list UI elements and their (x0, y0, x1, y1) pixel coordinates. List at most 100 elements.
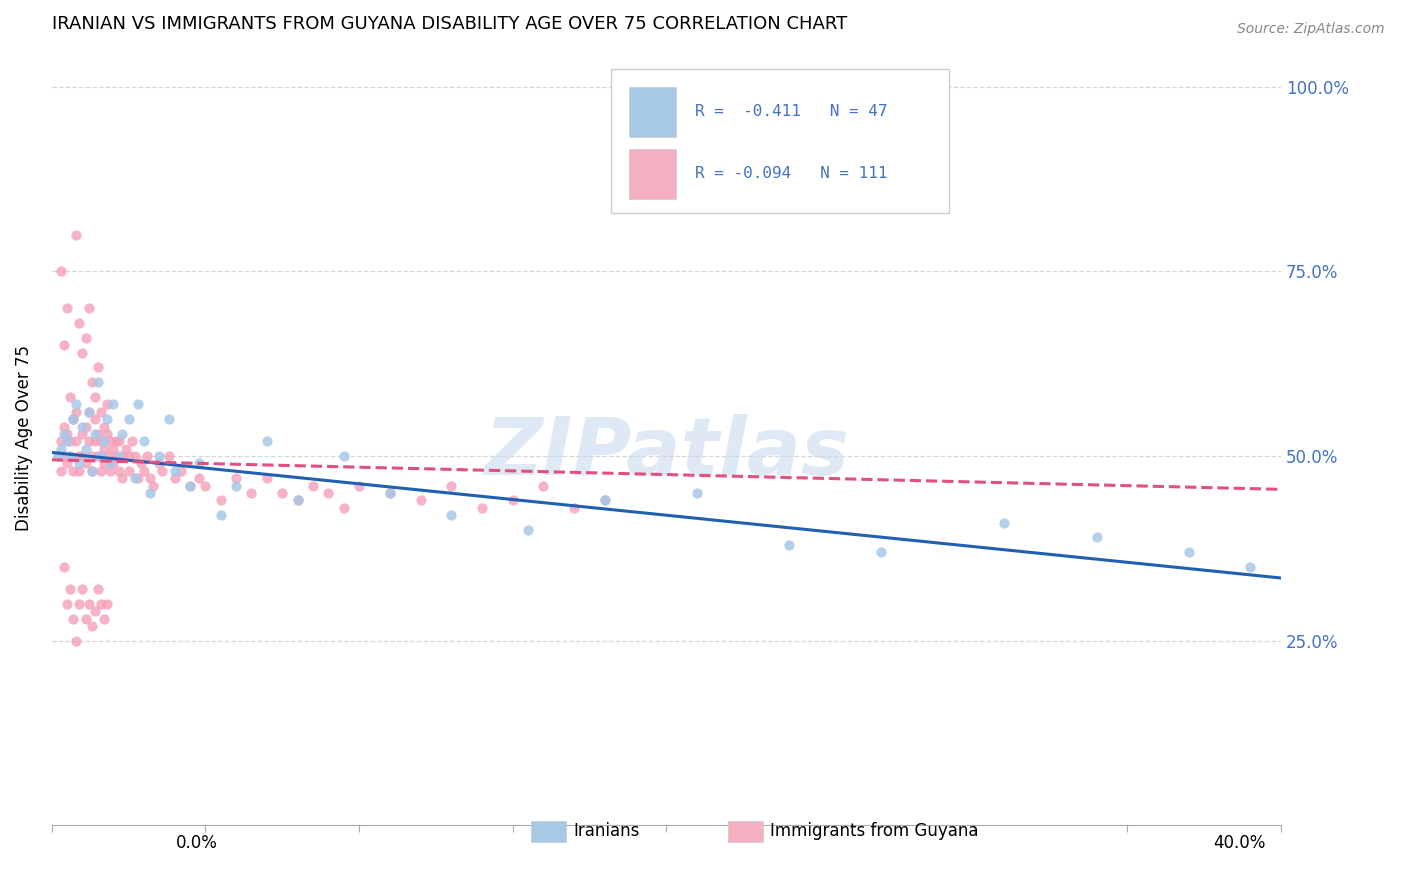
Point (271, 486, 294, 500)
Point (96, 426, 118, 441)
Point (49, 442, 72, 456)
Point (56, 434, 79, 449)
Point (65, 633, 87, 648)
Point (90, 405, 112, 419)
Text: R = -0.094   N = 111: R = -0.094 N = 111 (695, 167, 887, 181)
Point (111, 426, 134, 441)
Point (67, 464, 90, 478)
Point (170, 464, 193, 478)
Point (105, 434, 128, 449)
Point (59, 449, 82, 463)
Point (225, 471, 247, 485)
Point (53, 560, 76, 574)
Point (67, 449, 90, 463)
Point (163, 464, 186, 478)
Point (188, 471, 211, 485)
Point (72, 345, 94, 359)
Point (77, 434, 100, 449)
Point (188, 457, 211, 471)
Point (1085, 530, 1108, 544)
Point (409, 493, 432, 508)
Point (142, 478, 165, 492)
Point (80, 464, 103, 478)
Point (49, 464, 72, 478)
Point (98, 457, 121, 471)
Point (287, 493, 309, 508)
Point (287, 493, 309, 508)
Point (1177, 545, 1199, 559)
Point (80, 376, 103, 390)
Point (96, 449, 118, 463)
Point (87, 376, 110, 390)
Point (80, 464, 103, 478)
Text: 40.0%: 40.0% (1213, 834, 1265, 852)
Point (332, 449, 354, 463)
Point (67, 597, 90, 611)
Point (65, 434, 87, 449)
Point (150, 464, 173, 478)
Point (96, 597, 118, 611)
Text: IRANIAN VS IMMIGRANTS FROM GUYANA DISABILITY AGE OVER 75 CORRELATION CHART: IRANIAN VS IMMIGRANTS FROM GUYANA DISABI… (52, 15, 846, 33)
Point (139, 471, 162, 485)
Point (62, 412, 84, 426)
Text: 0.0%: 0.0% (176, 834, 218, 852)
Point (90, 434, 112, 449)
Point (440, 478, 463, 492)
Point (98, 464, 121, 478)
Point (148, 457, 170, 471)
Point (56, 426, 79, 441)
Point (83, 604, 105, 618)
Point (318, 486, 340, 500)
Point (593, 493, 616, 508)
Point (59, 449, 82, 463)
Point (378, 486, 401, 500)
Point (225, 478, 247, 492)
Point (593, 493, 616, 508)
Point (108, 449, 131, 463)
Point (132, 434, 155, 449)
Point (80, 449, 103, 463)
Point (49, 264, 72, 278)
Point (127, 397, 149, 411)
Point (53, 338, 76, 352)
Point (96, 412, 118, 426)
Point (59, 582, 82, 596)
Point (49, 434, 72, 449)
Point (53, 426, 76, 441)
Point (90, 464, 112, 478)
Point (87, 449, 110, 463)
Point (562, 500, 585, 515)
Point (127, 471, 149, 485)
Point (72, 449, 94, 463)
Point (517, 523, 540, 537)
Point (256, 471, 278, 485)
Point (103, 442, 125, 456)
Point (347, 478, 370, 492)
Point (157, 449, 180, 463)
Point (59, 434, 82, 449)
Y-axis label: Disability Age Over 75: Disability Age Over 75 (15, 344, 32, 531)
Point (83, 426, 105, 441)
Point (121, 434, 143, 449)
Point (124, 471, 146, 485)
Point (65, 405, 87, 419)
Point (80, 619, 103, 633)
Point (157, 412, 180, 426)
Point (378, 486, 401, 500)
Point (163, 471, 186, 485)
Point (108, 434, 131, 449)
Point (75, 442, 97, 456)
Point (56, 597, 79, 611)
Point (77, 405, 100, 419)
Point (96, 397, 118, 411)
Point (83, 390, 105, 404)
Point (83, 434, 105, 449)
Point (72, 419, 94, 434)
Point (440, 508, 463, 523)
Point (87, 582, 110, 596)
Point (132, 464, 155, 478)
Text: R =  -0.411   N = 47: R = -0.411 N = 47 (695, 104, 887, 120)
Point (139, 486, 162, 500)
Text: ZIPatlas: ZIPatlas (484, 414, 849, 492)
Point (332, 500, 354, 515)
